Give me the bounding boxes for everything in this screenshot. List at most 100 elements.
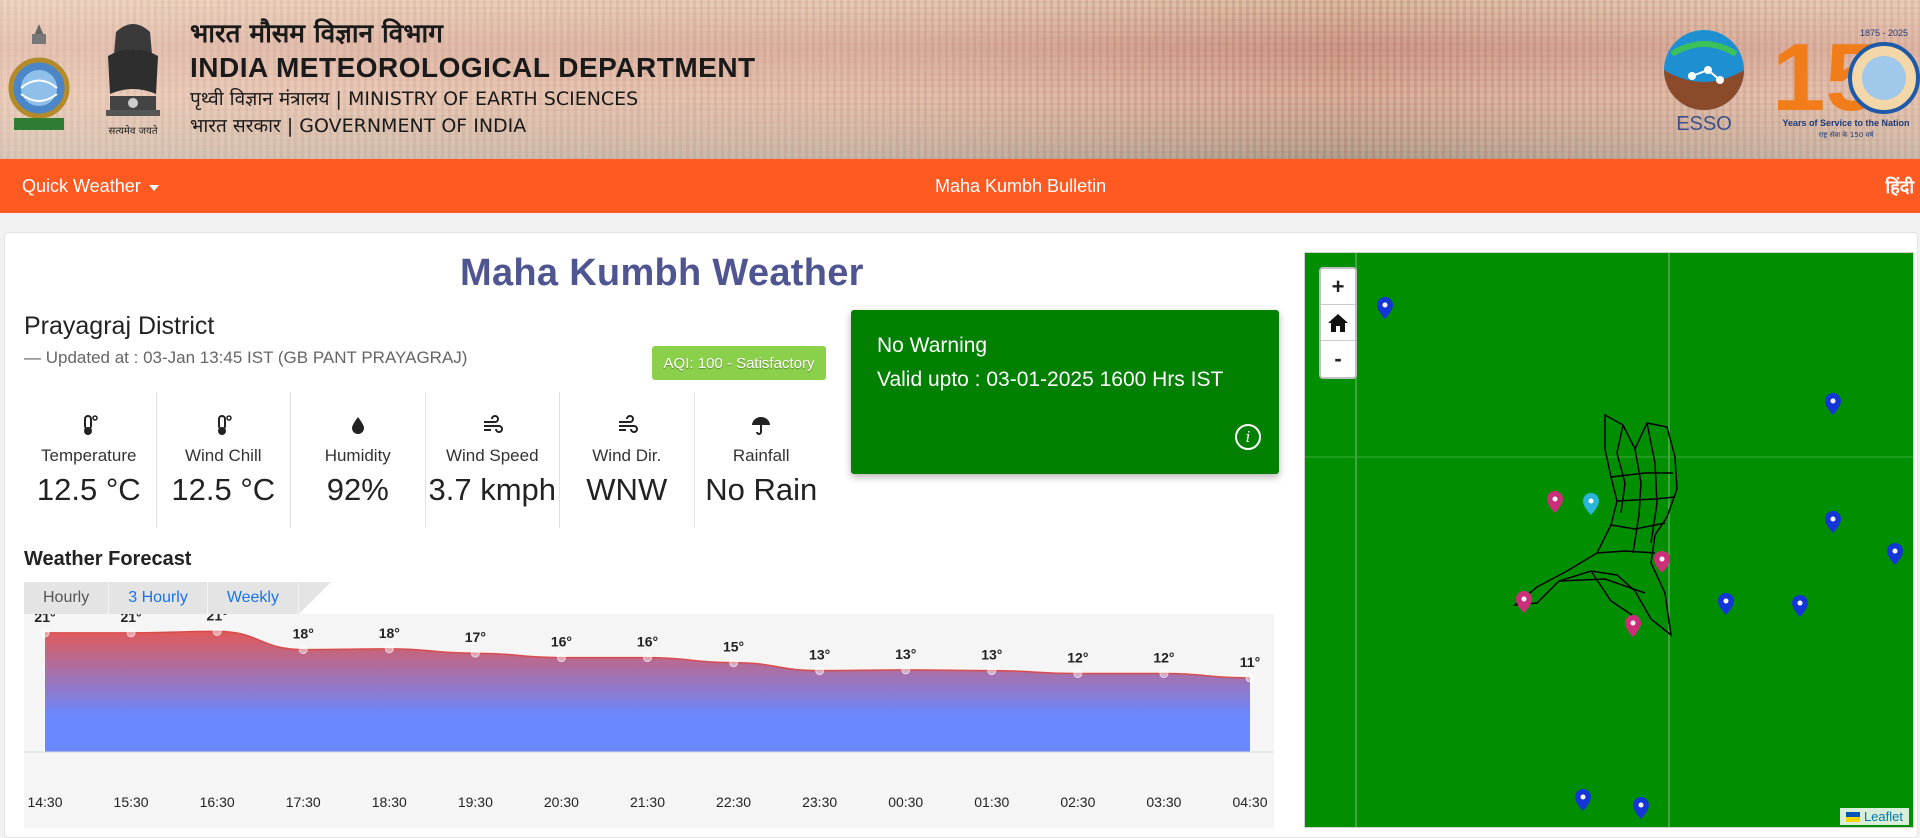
data-point[interactable] [901, 665, 911, 675]
map-layer[interactable] [1305, 253, 1914, 828]
maha-kumbh-bulletin-link[interactable]: Maha Kumbh Bulletin [935, 176, 1107, 196]
forecast-title: Weather Forecast [24, 548, 192, 570]
forecast-line [45, 630, 1251, 679]
thermometer-icon [218, 415, 232, 435]
warning-valid-upto: Valid upto : 03-01-2025 1600 Hrs IST [877, 368, 1224, 391]
data-label: 21° [207, 614, 228, 623]
x-tick-label: 21:30 [630, 794, 665, 810]
tab-3-hourly[interactable]: 3 Hourly [109, 582, 208, 614]
x-tick-label: 01:30 [974, 794, 1009, 810]
district-map[interactable]: + - Leaflet [1304, 252, 1914, 828]
header-government: भारत सरकार | GOVERNMENT OF INDIA [190, 115, 527, 137]
current-metrics: Temperature 12.5 °C Wind Chill 12.5 °C H… [22, 392, 828, 528]
data-point[interactable] [556, 653, 566, 663]
data-point[interactable] [643, 653, 652, 663]
data-point[interactable] [126, 628, 136, 638]
data-label: 16° [637, 634, 658, 650]
info-icon[interactable]: i [1235, 424, 1261, 450]
metric-label: Temperature [41, 446, 137, 465]
data-point[interactable] [1073, 669, 1083, 679]
x-tick-label: 14:30 [27, 794, 62, 810]
page-title: Maha Kumbh Weather [460, 252, 864, 294]
main-navbar: Quick Weather Maha Kumbh Bulletin हिंदी [0, 159, 1920, 213]
wind-icon [484, 415, 504, 433]
aqi-badge: AQI: 100 - Satisfactory [652, 346, 826, 380]
prayagraj-boundary[interactable] [1512, 413, 1678, 637]
metric-value: 3.7 kmph [428, 472, 556, 507]
x-tick-label: 04:30 [1232, 794, 1267, 810]
data-point[interactable] [1159, 669, 1169, 679]
years-service-hindi: राष्ट्र सेवा के 150 वर्ष [1819, 130, 1875, 139]
data-point[interactable] [470, 648, 480, 658]
zoom-out-button[interactable]: - [1334, 346, 1342, 371]
location-marker-icon [1825, 511, 1841, 533]
header-titles: भारत मौसम विज्ञान विभाग INDIA METEOROLOG… [190, 18, 756, 140]
tab-weekly[interactable]: Weekly [207, 582, 299, 614]
metric-humidity: Humidity 92% [291, 392, 426, 528]
tab-hourly[interactable]: Hourly [24, 582, 110, 614]
data-point[interactable] [298, 645, 308, 655]
esso-logo-icon: ESSO [1664, 30, 1744, 135]
data-point[interactable] [40, 628, 50, 638]
metric-value: WNW [586, 472, 668, 507]
data-point[interactable] [212, 626, 222, 636]
esso-label: ESSO [1676, 113, 1732, 135]
wind-icon [618, 415, 638, 433]
site-header: सत्यमेव जयते भारत मौसम विज्ञान विभाग IND… [0, 0, 1920, 159]
header-hindi-title: भारत मौसम विज्ञान विभाग [190, 19, 443, 49]
map-markers[interactable] [1377, 297, 1903, 819]
metric-label: Wind Chill [184, 446, 262, 465]
metric-wind-speed: Wind Speed 3.7 kmph [426, 392, 560, 528]
data-label: 15° [723, 639, 744, 655]
data-point[interactable] [729, 658, 739, 668]
x-tick-label: 18:30 [372, 794, 407, 810]
location-marker-icon [1547, 491, 1563, 513]
ukraine-flag-icon [1845, 811, 1860, 822]
x-tick-label: 17:30 [286, 794, 321, 810]
droplet-icon [351, 417, 364, 434]
quick-weather-dropdown[interactable]: Quick Weather [22, 176, 159, 197]
forecast-tabs: Hourly 3 Hourly Weekly [24, 582, 331, 614]
zoom-in-button[interactable]: + [1321, 269, 1355, 305]
location-marker-icon [1583, 493, 1599, 515]
location-marker-icon [1377, 297, 1393, 319]
data-label: 11° [1240, 654, 1260, 670]
metric-label: Humidity [324, 446, 391, 465]
header-ministry: पृथ्वी विज्ञान मंत्रालय | MINISTRY OF EA… [190, 88, 639, 110]
language-toggle-hindi[interactable]: हिंदी [1885, 177, 1914, 198]
data-label: 18° [293, 626, 314, 642]
data-label: 13° [895, 646, 916, 662]
metric-wind-direction: Wind Dir. WNW [560, 392, 695, 528]
location-marker-icon [1633, 797, 1649, 819]
imd-logo-icon[interactable] [6, 18, 72, 140]
location-marker-icon [1792, 595, 1808, 617]
location-marker-icon [1516, 591, 1532, 613]
warning-card: No Warning Valid upto : 03-01-2025 1600 … [851, 310, 1279, 474]
x-tick-label: 19:30 [458, 794, 493, 810]
caret-down-icon [148, 184, 159, 191]
metric-temperature: Temperature 12.5 °C [22, 392, 157, 528]
x-tick-label: 16:30 [200, 794, 235, 810]
data-point[interactable] [384, 644, 394, 654]
data-label: 13° [981, 647, 1002, 663]
map-zoom-control: + - [1319, 267, 1357, 379]
leaflet-attribution-link[interactable]: Leaflet [1839, 808, 1909, 825]
x-tick-label: 22:30 [716, 794, 751, 810]
x-tick-label: 00:30 [888, 794, 923, 810]
thermometer-icon [83, 415, 98, 435]
metric-wind-chill: Wind Chill 12.5 °C [157, 392, 291, 528]
umbrella-icon [752, 417, 771, 435]
data-point[interactable] [1245, 673, 1255, 683]
metric-label: Rainfall [732, 446, 790, 465]
years-range: 1875 - 2025 [1860, 28, 1908, 38]
metric-value: 12.5 °C [36, 472, 141, 507]
x-tick-label: 03:30 [1146, 794, 1181, 810]
x-tick-label: 15:30 [114, 794, 149, 810]
metric-label: Wind Dir. [592, 446, 662, 465]
data-point[interactable] [987, 666, 997, 676]
quick-weather-label: Quick Weather [22, 176, 141, 196]
home-button[interactable] [1321, 305, 1355, 341]
data-point[interactable] [815, 666, 825, 676]
data-label: 17° [465, 629, 486, 645]
tab-tail [298, 582, 331, 614]
